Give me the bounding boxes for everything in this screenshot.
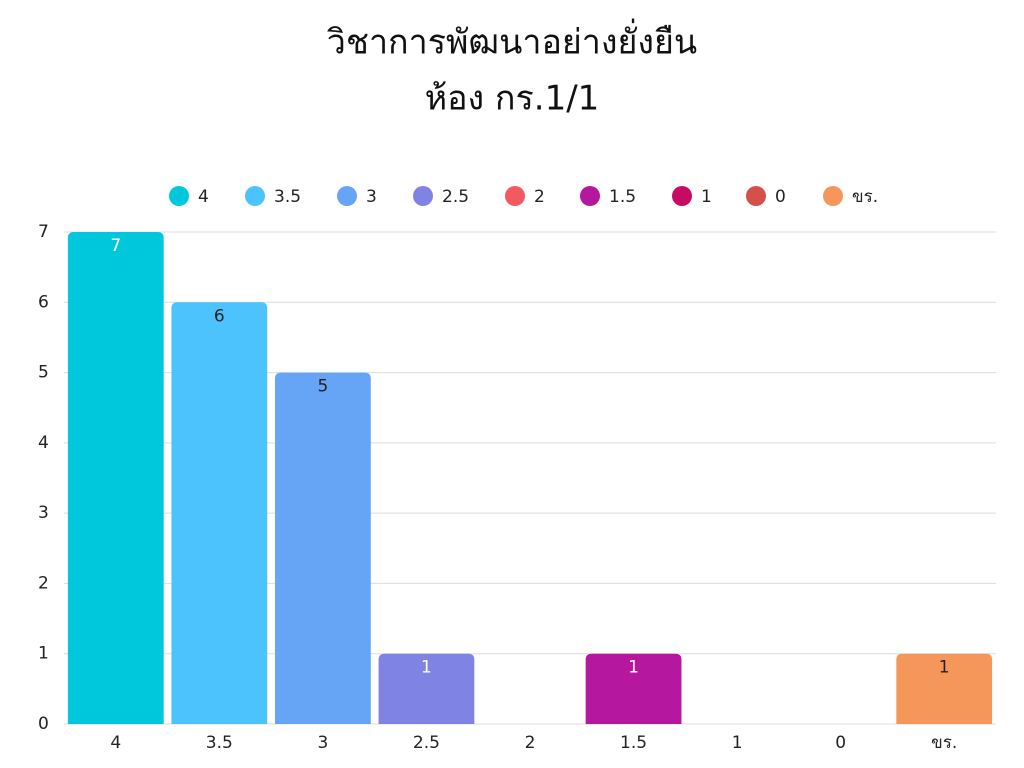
legend-swatch xyxy=(505,186,525,206)
x-tick-label: 1 xyxy=(732,733,743,753)
chart-title: วิชาการพัฒนาอย่างยั่งยืน xyxy=(327,19,697,63)
y-tick-label: 2 xyxy=(38,573,49,593)
legend-label: ขร. xyxy=(852,187,878,207)
y-tick-label: 5 xyxy=(38,363,49,383)
legend-swatch xyxy=(580,186,600,206)
y-tick-label: 0 xyxy=(38,714,49,734)
legend-label: 3.5 xyxy=(274,187,301,207)
legend-swatch xyxy=(245,186,265,206)
x-tick-label: 1.5 xyxy=(620,733,647,753)
bar xyxy=(896,653,993,724)
legend-swatch xyxy=(672,186,692,206)
legend-swatch xyxy=(746,186,766,206)
x-tick-label: 0 xyxy=(835,733,846,753)
data-label: 1 xyxy=(628,658,639,678)
x-tick-label: 3 xyxy=(317,733,328,753)
y-tick-label: 6 xyxy=(38,292,49,312)
bar xyxy=(171,302,268,724)
data-label: 6 xyxy=(214,306,225,326)
data-label: 1 xyxy=(939,658,950,678)
y-tick-label: 3 xyxy=(38,503,49,523)
legend-swatch xyxy=(337,186,357,206)
data-label: 7 xyxy=(110,236,121,256)
y-tick-label: 1 xyxy=(38,644,49,664)
bar xyxy=(67,232,164,724)
legend-label: 1.5 xyxy=(609,187,636,207)
data-label: 1 xyxy=(421,658,432,678)
legend-swatch xyxy=(169,186,189,206)
y-tick-label: 7 xyxy=(38,222,49,242)
x-tick-label: 4 xyxy=(110,733,121,753)
bar xyxy=(274,372,371,724)
legend-label: 2.5 xyxy=(442,187,469,207)
legend-label: 4 xyxy=(198,187,209,207)
bar xyxy=(378,653,475,724)
legend-swatch xyxy=(823,186,843,206)
y-tick-label: 4 xyxy=(38,433,49,453)
x-tick-label: 2.5 xyxy=(413,733,440,753)
x-tick-label: 3.5 xyxy=(206,733,233,753)
data-label: 5 xyxy=(317,377,328,397)
legend-label: 2 xyxy=(534,187,545,207)
x-tick-label: ขร. xyxy=(931,733,957,753)
legend-label: 0 xyxy=(775,187,786,207)
legend-label: 1 xyxy=(701,187,712,207)
x-tick-label: 2 xyxy=(525,733,536,753)
legend-label: 3 xyxy=(366,187,377,207)
legend-swatch xyxy=(413,186,433,206)
chart-subtitle: ห้อง กร.1/1 xyxy=(425,79,600,119)
bar xyxy=(585,653,682,724)
